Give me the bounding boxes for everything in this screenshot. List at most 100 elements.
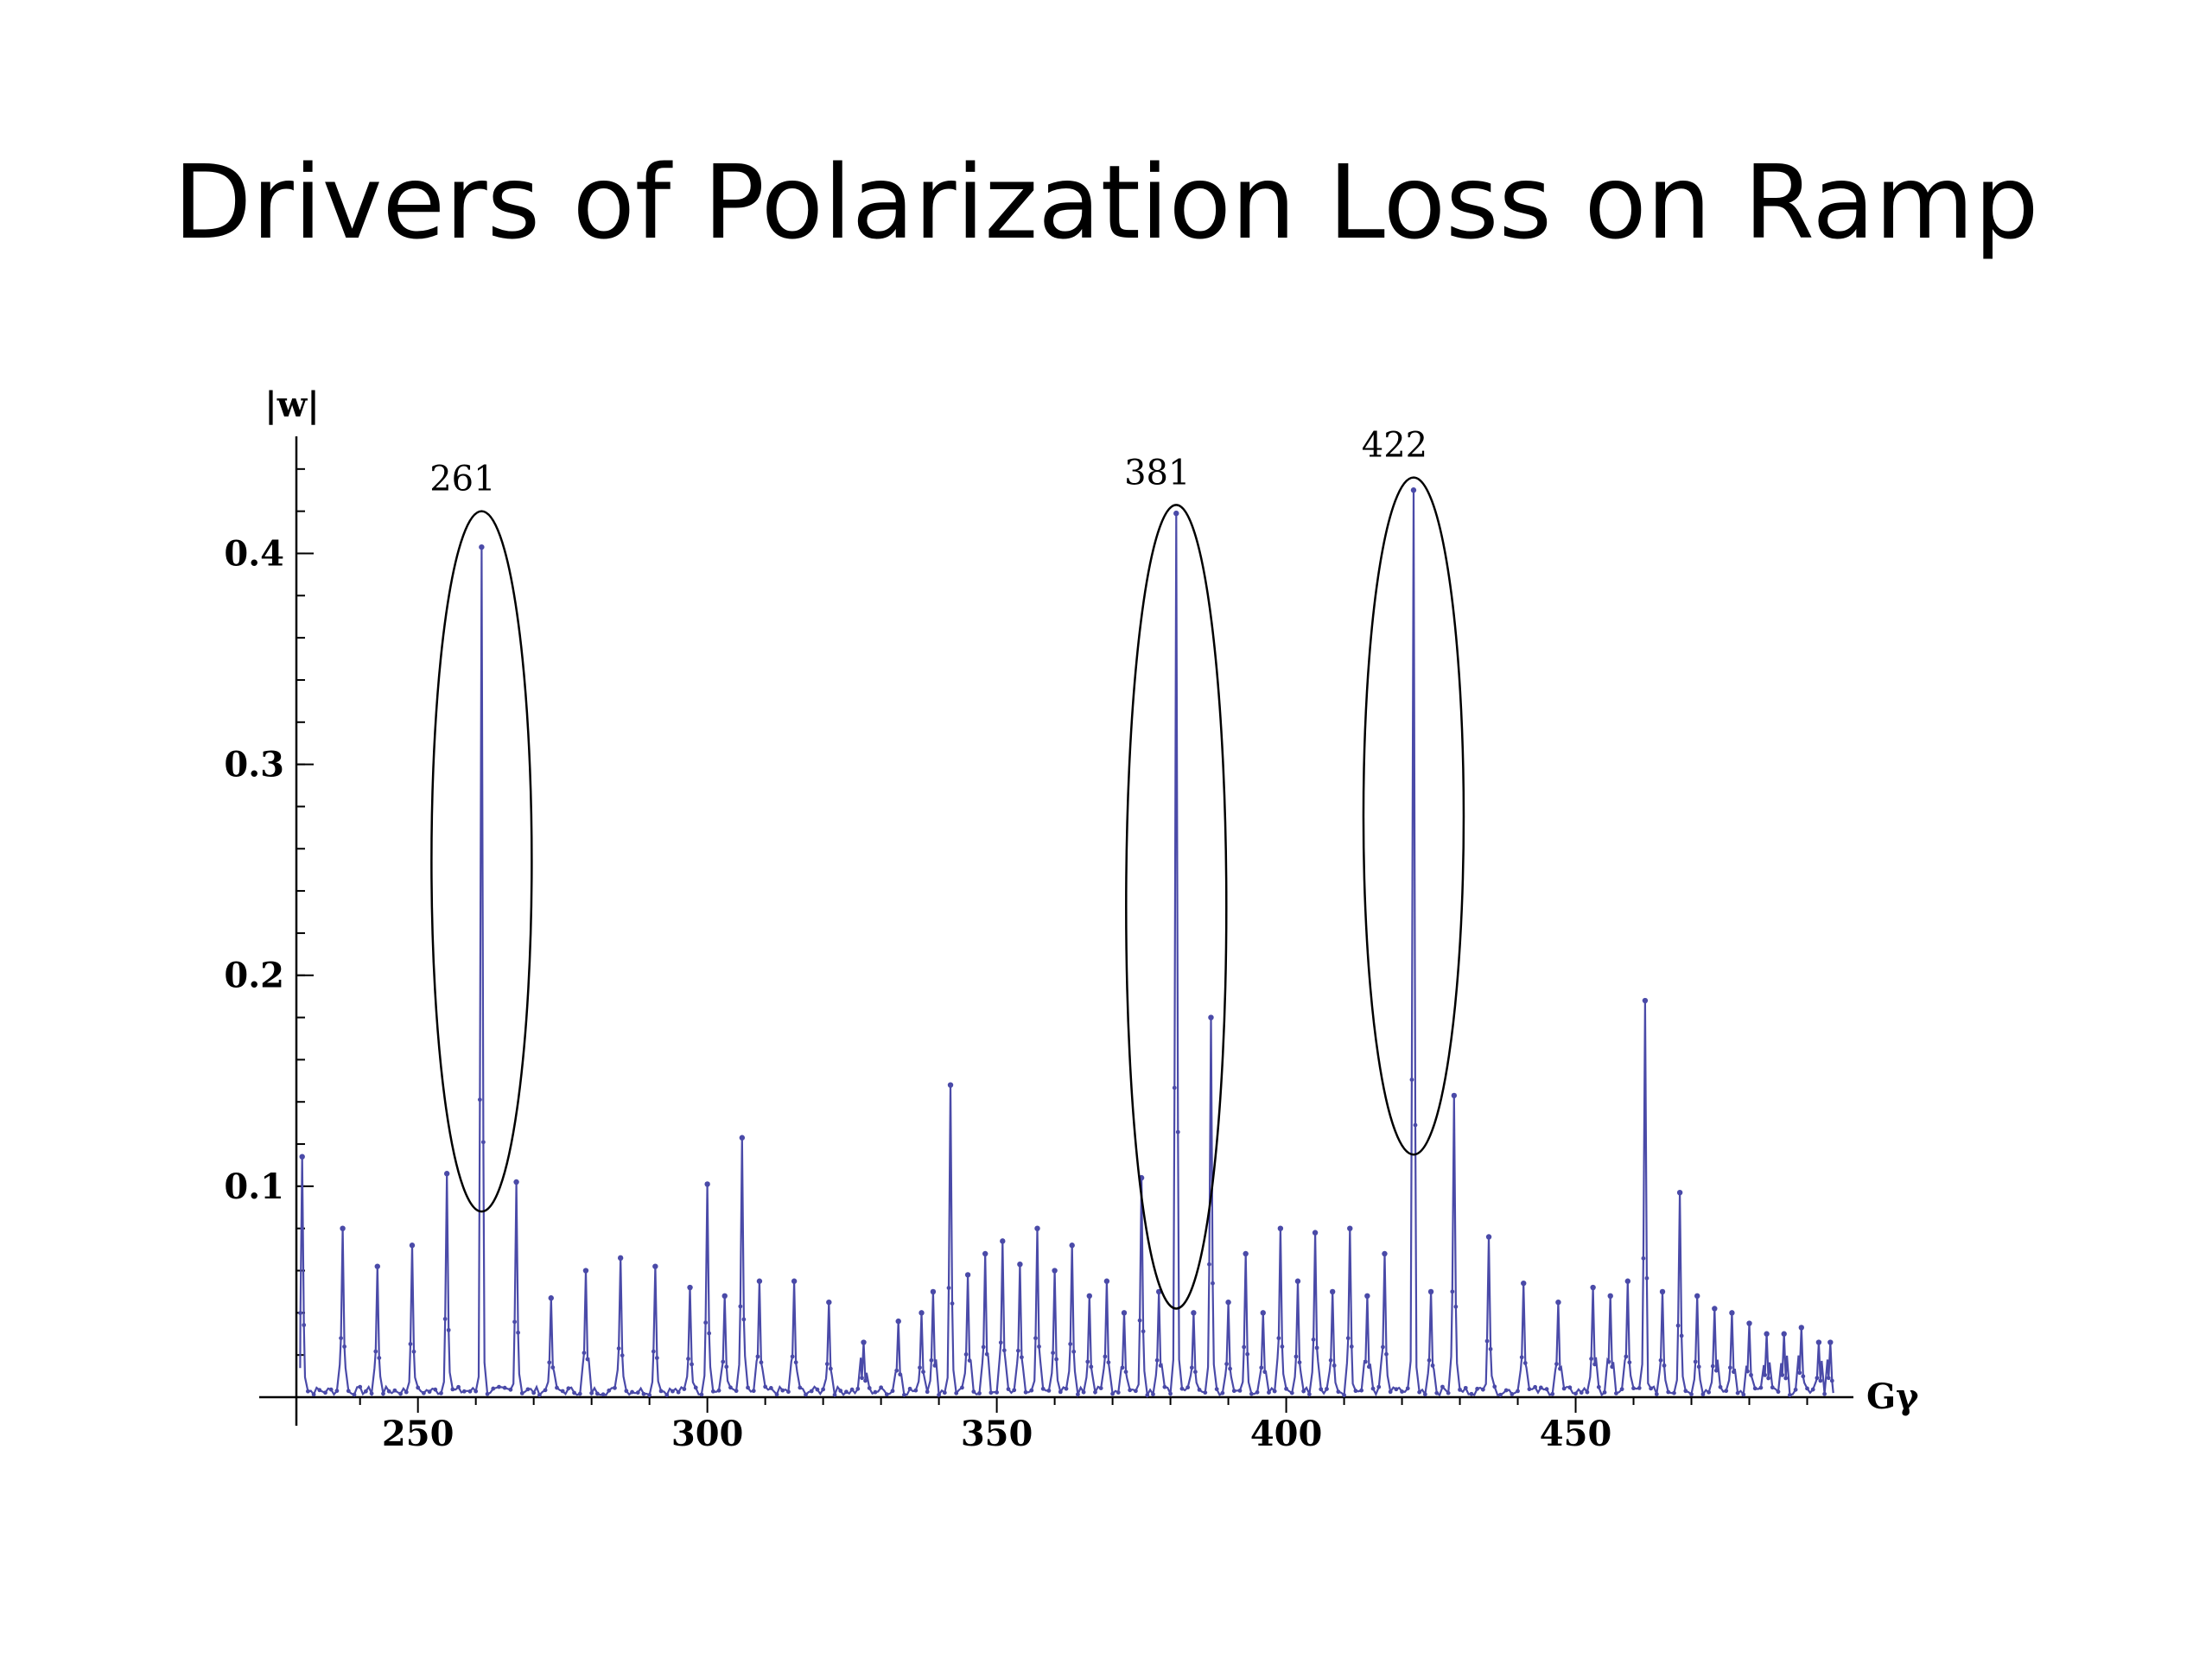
data-point xyxy=(1104,1279,1109,1284)
data-point xyxy=(1658,1357,1663,1363)
data-point xyxy=(793,1360,798,1365)
data-point xyxy=(832,1392,837,1397)
data-point xyxy=(1644,1275,1649,1281)
data-point xyxy=(1700,1392,1706,1397)
data-point xyxy=(890,1389,895,1394)
data-point xyxy=(1000,1238,1005,1243)
data-point xyxy=(1677,1190,1682,1195)
data-point xyxy=(1156,1289,1161,1294)
data-point xyxy=(1262,1370,1268,1375)
data-point xyxy=(1567,1385,1573,1390)
data-point xyxy=(879,1385,884,1390)
data-point xyxy=(1758,1385,1764,1390)
data-point xyxy=(1434,1390,1440,1395)
data-point xyxy=(334,1389,340,1394)
data-point xyxy=(1488,1346,1493,1351)
data-point xyxy=(1278,1226,1283,1231)
data-point xyxy=(480,1140,486,1145)
data-point xyxy=(724,1364,729,1370)
data-point xyxy=(734,1389,739,1394)
data-point xyxy=(1070,1243,1075,1248)
data-point xyxy=(1666,1389,1671,1395)
data-point xyxy=(1075,1392,1080,1397)
data-point xyxy=(1001,1348,1007,1353)
data-point xyxy=(1058,1389,1063,1395)
data-point xyxy=(1189,1365,1194,1370)
data-point xyxy=(824,1362,830,1366)
data-point xyxy=(491,1386,496,1391)
data-point xyxy=(1625,1279,1630,1284)
data-point xyxy=(298,1311,303,1315)
data-point xyxy=(965,1273,970,1277)
data-point xyxy=(1713,1368,1719,1373)
data-point xyxy=(1220,1390,1225,1395)
data-point xyxy=(651,1349,656,1354)
data-point xyxy=(1805,1386,1809,1391)
data-point xyxy=(1122,1310,1127,1315)
data-point xyxy=(624,1389,629,1394)
data-point xyxy=(1469,1391,1474,1396)
data-point xyxy=(1660,1289,1665,1294)
data-point xyxy=(1089,1364,1094,1370)
data-point xyxy=(741,1317,747,1322)
data-point xyxy=(1538,1385,1543,1390)
data-point xyxy=(635,1390,640,1395)
data-point xyxy=(300,1154,305,1160)
data-point xyxy=(954,1390,959,1395)
data-point xyxy=(1185,1385,1191,1390)
data-point xyxy=(686,1357,690,1361)
data-point xyxy=(512,1319,517,1325)
data-point xyxy=(1237,1389,1243,1393)
annotation-label: 422 xyxy=(1362,426,1427,466)
data-point xyxy=(1141,1329,1146,1334)
data-point xyxy=(1168,1391,1173,1396)
data-point xyxy=(1037,1344,1041,1349)
data-point xyxy=(1592,1362,1598,1367)
data-point xyxy=(1427,1357,1432,1363)
data-point xyxy=(1040,1386,1046,1391)
data-point xyxy=(1192,1370,1198,1375)
data-point xyxy=(1110,1391,1115,1396)
data-point xyxy=(479,544,484,550)
data-point xyxy=(1197,1388,1202,1392)
data-point xyxy=(1311,1337,1316,1342)
data-point xyxy=(937,1392,942,1397)
annotation-label: 261 xyxy=(429,460,495,499)
data-point xyxy=(1606,1359,1611,1364)
data-point xyxy=(1428,1289,1433,1294)
y-tick-label: 0.1 xyxy=(224,1166,284,1207)
data-point xyxy=(1052,1268,1058,1273)
data-point xyxy=(1801,1374,1806,1379)
y-tick-label: 0.2 xyxy=(224,956,284,996)
data-point xyxy=(1018,1262,1022,1267)
data-point xyxy=(1596,1384,1601,1389)
data-point xyxy=(821,1387,826,1392)
data-point xyxy=(1394,1387,1399,1392)
data-point xyxy=(1797,1370,1802,1376)
data-point xyxy=(317,1388,322,1393)
data-point xyxy=(1780,1372,1785,1377)
data-point xyxy=(1319,1387,1324,1392)
data-point xyxy=(1051,1351,1055,1356)
data-point xyxy=(1071,1349,1077,1354)
data-point xyxy=(1679,1333,1684,1338)
data-point xyxy=(894,1368,899,1373)
data-point xyxy=(1554,1362,1559,1366)
data-point xyxy=(1683,1389,1688,1394)
data-point xyxy=(1446,1390,1451,1395)
data-point xyxy=(1133,1389,1138,1394)
data-point xyxy=(740,1135,745,1141)
data-point xyxy=(1214,1387,1219,1392)
data-point xyxy=(1364,1294,1370,1299)
data-point xyxy=(1330,1289,1335,1294)
data-point xyxy=(519,1391,524,1395)
data-point xyxy=(1749,1372,1753,1377)
data-point xyxy=(1516,1389,1520,1394)
data-point xyxy=(1694,1294,1700,1299)
data-point xyxy=(693,1385,698,1390)
data-point xyxy=(461,1389,467,1394)
data-point xyxy=(411,1349,416,1354)
data-point xyxy=(585,1357,590,1362)
data-point xyxy=(358,1384,363,1389)
data-point xyxy=(652,1264,658,1269)
